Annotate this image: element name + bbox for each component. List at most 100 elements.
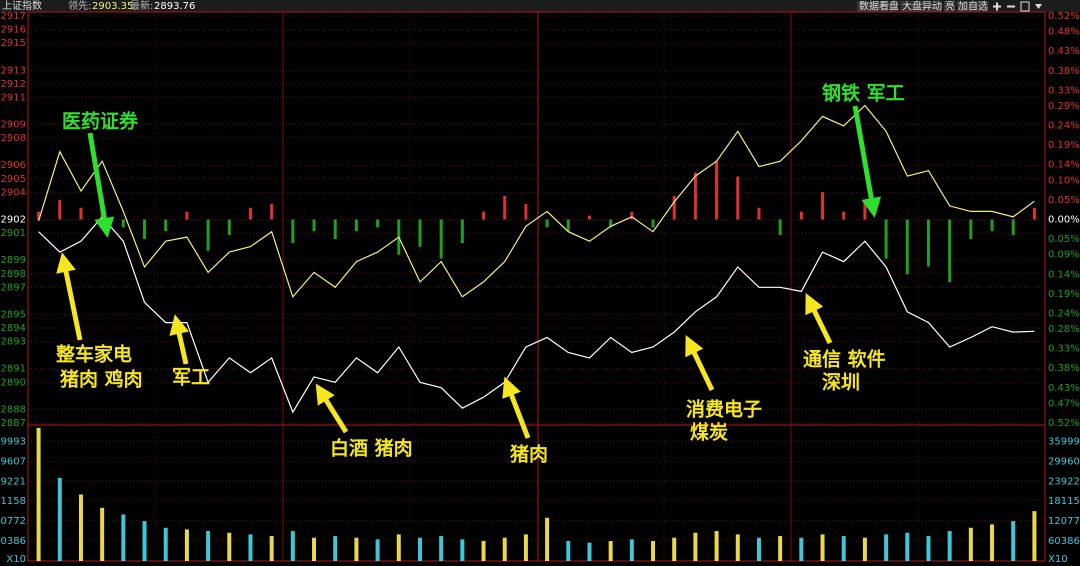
y2-tick-label: 0.05% <box>1048 195 1080 206</box>
volume-tick-label: 120772 <box>1048 516 1080 527</box>
breadth-bar <box>164 219 168 232</box>
volume-bar <box>926 536 931 561</box>
y2-tick-label: 0.43% <box>1048 46 1080 57</box>
annotation: 深圳 <box>822 371 860 394</box>
index-name: 上证指数 <box>2 0 42 12</box>
annotation: 猪肉 鸡肉 <box>59 368 143 391</box>
annotation: 钢铁 军工 <box>822 82 905 105</box>
button-bg <box>944 1 955 12</box>
breadth-bar <box>503 196 507 220</box>
volume-tick-label: 359993 <box>0 436 26 447</box>
volume-bar <box>481 541 486 561</box>
breadth-bar <box>37 211 41 220</box>
breadth-bar <box>799 211 803 220</box>
volume-bar <box>990 524 995 561</box>
y2-tick-label: 0.38% <box>1048 66 1080 77</box>
breadth-bar <box>884 219 888 259</box>
volume-bar <box>163 527 168 561</box>
volume-bar <box>290 531 295 561</box>
breadth-bar <box>990 219 994 232</box>
volume-bar <box>57 477 62 561</box>
toolbar-button[interactable]: 数据看盘 <box>859 0 899 13</box>
breadth-bar <box>291 219 295 243</box>
volume-bar <box>566 541 571 561</box>
volume-bar <box>206 531 211 561</box>
y-tick-label: 2906 <box>1 160 26 171</box>
marks: 2887 2888 2890 2891 2893 2894 2895 2897 2898 2899… <box>0 11 1080 565</box>
volume-bar <box>799 537 804 561</box>
annotation: 整车家电 <box>56 343 132 366</box>
breadth-bar <box>354 219 358 232</box>
toolbar-button[interactable]: 亮 <box>945 0 955 13</box>
volume-bar <box>672 537 677 561</box>
breadth-bar <box>715 160 719 220</box>
breadth-bar <box>58 199 62 220</box>
y2-tick-label: 0.14% <box>1048 269 1080 280</box>
volume-bar <box>78 494 83 561</box>
y2-tick-label: 0.24% <box>1048 308 1080 319</box>
breadth-bar <box>566 219 570 232</box>
menu-icon[interactable] <box>1035 4 1042 9</box>
toolbar-button[interactable]: 大盘异动 <box>902 0 942 13</box>
breadth-bar <box>312 219 316 232</box>
breadth-bar <box>587 215 591 220</box>
plus-icon[interactable] <box>993 2 1001 11</box>
volume-bar <box>100 507 105 561</box>
breadth-bar <box>821 192 825 220</box>
volume-tick-label: 299607 <box>0 456 26 467</box>
lead-value: 2903.35 <box>92 1 133 12</box>
breadth-bar <box>79 207 83 220</box>
breadth-bar <box>948 219 952 283</box>
breadth-bar <box>736 176 740 220</box>
y-tick-label: 2904 <box>1 187 26 198</box>
y-tick-label: 2908 <box>1 133 26 144</box>
y2-tick-label: 0.43% <box>1048 383 1080 394</box>
arrow <box>852 105 882 218</box>
annotation: 医药证券 <box>62 110 139 133</box>
volume-bar <box>269 536 274 561</box>
y2-tick-label: 0.52% <box>1048 11 1080 22</box>
arrow <box>87 132 115 238</box>
volume-bar <box>417 537 422 561</box>
y-tick-label: 2888 <box>1 404 26 415</box>
volume-unit: X10 <box>1048 554 1068 565</box>
y-tick-label: 2899 <box>1 255 26 266</box>
volume-bar <box>184 529 189 561</box>
volume-bar <box>354 537 359 561</box>
y-tick-label: 2893 <box>1 337 26 348</box>
volume-tick-label: 60386 <box>1048 536 1080 547</box>
annotation: 消费电子 <box>686 398 762 421</box>
breadth-bar <box>460 219 464 243</box>
volume-tick-label: 60386 <box>0 536 26 547</box>
series-line <box>38 215 1035 414</box>
arrow <box>685 334 715 392</box>
button-bg <box>900 1 942 12</box>
volume-bar <box>248 534 253 561</box>
toolbar-button[interactable]: 加自选 <box>958 0 988 13</box>
y2-tick-label: 0.48% <box>1048 27 1080 38</box>
volume-bar <box>1032 511 1037 561</box>
annotation: 煤炭 <box>690 422 728 444</box>
volume-bar <box>439 536 444 561</box>
volume-bar <box>862 537 867 561</box>
y2-tick-label: 0.05% <box>1048 234 1080 245</box>
y-tick-label: 2909 <box>1 120 26 131</box>
volume-bar <box>735 534 740 561</box>
y2-tick-label: 0.33% <box>1048 344 1080 355</box>
volume-bar <box>312 537 317 561</box>
y-tick-label: 2902 <box>1 215 26 226</box>
arrow <box>805 293 833 345</box>
volume-bar <box>968 527 973 561</box>
volume-bar <box>460 539 465 561</box>
volume-bar <box>121 514 126 561</box>
window-icon[interactable] <box>1020 1 1030 12</box>
volume-bar <box>820 534 825 561</box>
breadth-bar <box>757 207 761 220</box>
volume-tick-label: 239221 <box>0 476 26 487</box>
breadth-bar <box>609 219 613 228</box>
series-line <box>38 104 1035 298</box>
volume-tick-label: 359993 <box>1048 436 1080 447</box>
volume-bar <box>36 428 41 561</box>
volume-frame <box>27 424 1046 562</box>
